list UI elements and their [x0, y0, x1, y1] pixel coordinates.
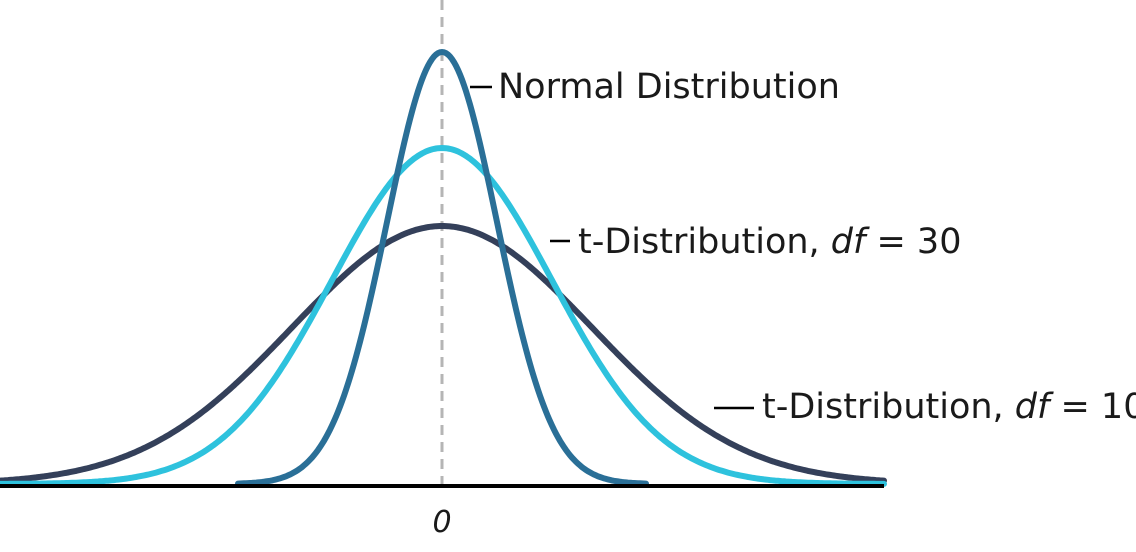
t-distribution-df10-curve	[0, 223, 887, 484]
normal-distribution-curve	[235, 48, 649, 487]
center-zero-label: 0	[432, 505, 451, 540]
normal-distribution-label: Normal Distribution	[498, 67, 840, 107]
t-distribution-df10-label: t-Distribution, df = 10	[762, 387, 1136, 427]
t-distribution-df30-label: t-Distribution, df = 30	[578, 222, 961, 262]
t-distribution-df30-curve	[0, 144, 887, 487]
